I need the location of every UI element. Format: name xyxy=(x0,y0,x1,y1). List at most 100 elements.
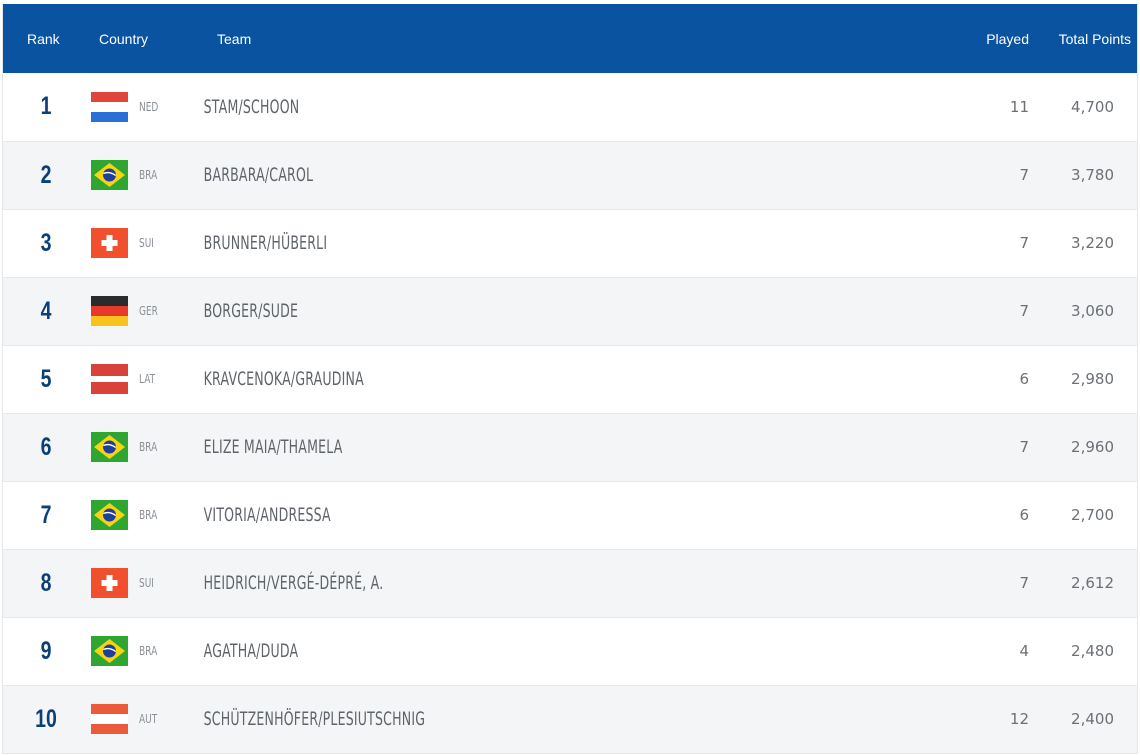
rank-cell: 2 xyxy=(3,141,91,209)
rank-value: 7 xyxy=(40,500,52,529)
table-row[interactable]: 2 BRA BARBARA/CAROL 7 3,780 xyxy=(3,141,1137,209)
team-cell[interactable]: BARBARA/CAROL xyxy=(201,141,921,209)
brazil-flag-icon xyxy=(91,500,128,530)
table-row[interactable]: 10 AUT SCHÜTZENHÖFER/PLESIUTSCHNIG 12 2,… xyxy=(3,685,1137,753)
team-name[interactable]: KRAVCENOKA/GRAUDINA xyxy=(203,368,364,390)
team-cell[interactable]: SCHÜTZENHÖFER/PLESIUTSCHNIG xyxy=(201,685,921,753)
germany-flag-icon xyxy=(91,296,128,326)
rank-cell: 8 xyxy=(3,549,91,617)
played-value: 7 xyxy=(1019,438,1029,456)
team-name[interactable]: SCHÜTZENHÖFER/PLESIUTSCHNIG xyxy=(203,708,426,730)
country-cell: BRA xyxy=(91,413,201,481)
country-cell: SUI xyxy=(91,209,201,277)
team-name[interactable]: ELIZE MAIA/THAMELA xyxy=(203,436,343,458)
column-header-team[interactable]: Team xyxy=(217,30,252,47)
team-cell[interactable]: BRUNNER/HÜBERLI xyxy=(201,209,921,277)
table-header-row: Rank Country Team Played Total Points xyxy=(3,4,1137,73)
rank-cell: 3 xyxy=(3,209,91,277)
team-name[interactable]: AGATHA/DUDA xyxy=(203,640,299,662)
played-value: 6 xyxy=(1019,506,1029,524)
table-row[interactable]: 3 SUI BRUNNER/HÜBERLI 7 3,220 xyxy=(3,209,1137,277)
rank-cell: 10 xyxy=(3,685,91,753)
column-header-played[interactable]: Played xyxy=(986,30,1029,47)
total-points-value: 3,220 xyxy=(1071,234,1114,252)
table-row[interactable]: 4 GER BORGER/SUDE 7 3,060 xyxy=(3,277,1137,345)
column-header-total-points[interactable]: Total Points xyxy=(1058,30,1131,47)
rankings-table-container: Rank Country Team Played Total Points 1 … xyxy=(2,4,1138,754)
austria-flag-icon xyxy=(91,704,128,734)
rank-value: 1 xyxy=(40,92,52,121)
netherlands-flag-icon xyxy=(91,91,128,122)
team-name[interactable]: VITORIA/ANDRESSA xyxy=(203,504,331,526)
rank-value: 2 xyxy=(40,160,52,189)
switzerland-flag-icon xyxy=(91,228,128,258)
country-code: BRA xyxy=(139,644,158,658)
rank-cell: 5 xyxy=(3,345,91,413)
country-cell: AUT xyxy=(91,685,201,753)
team-cell[interactable]: AGATHA/DUDA xyxy=(201,617,921,685)
team-cell[interactable]: ELIZE MAIA/THAMELA xyxy=(201,413,921,481)
total-points-value: 2,960 xyxy=(1071,438,1114,456)
rank-cell: 9 xyxy=(3,617,91,685)
country-code: BRA xyxy=(139,440,158,454)
team-name[interactable]: BRUNNER/HÜBERLI xyxy=(203,232,328,254)
played-value: 7 xyxy=(1019,234,1029,252)
rank-value: 4 xyxy=(40,296,52,325)
team-cell[interactable]: HEIDRICH/VERGÉ-DÉPRÉ, A. xyxy=(201,549,921,617)
country-code: GER xyxy=(139,304,158,318)
brazil-flag-icon xyxy=(91,636,128,666)
team-cell[interactable]: STAM/SCHOON xyxy=(201,73,921,141)
table-row[interactable]: 5 LAT KRAVCENOKA/GRAUDINA 6 2,980 xyxy=(3,345,1137,413)
played-value: 11 xyxy=(1009,97,1029,116)
total-points-value: 2,980 xyxy=(1071,370,1114,388)
played-value: 7 xyxy=(1019,166,1029,184)
latvia-flag-icon xyxy=(91,364,128,394)
total-points-value: 2,480 xyxy=(1071,642,1114,660)
country-cell: GER xyxy=(91,277,201,345)
team-cell[interactable]: VITORIA/ANDRESSA xyxy=(201,481,921,549)
total-points-value: 3,780 xyxy=(1071,166,1114,184)
total-points-value: 3,060 xyxy=(1071,302,1114,320)
table-row[interactable]: 7 BRA VITORIA/ANDRESSA 6 2,700 xyxy=(3,481,1137,549)
team-name[interactable]: BARBARA/CAROL xyxy=(203,164,314,186)
country-cell: SUI xyxy=(91,549,201,617)
played-value: 12 xyxy=(1009,710,1029,728)
country-code: BRA xyxy=(139,508,158,522)
rank-value: 8 xyxy=(40,568,52,597)
team-name[interactable]: BORGER/SUDE xyxy=(203,300,299,322)
played-value: 6 xyxy=(1019,370,1029,388)
country-cell: NED xyxy=(91,73,201,141)
country-code: LAT xyxy=(139,372,156,386)
country-cell: BRA xyxy=(91,617,201,685)
rank-cell: 7 xyxy=(3,481,91,549)
country-code: NED xyxy=(139,99,159,114)
rank-value: 10 xyxy=(35,704,57,733)
total-points-value: 2,612 xyxy=(1071,574,1114,592)
team-cell[interactable]: KRAVCENOKA/GRAUDINA xyxy=(201,345,921,413)
country-code: AUT xyxy=(139,712,158,726)
team-name[interactable]: STAM/SCHOON xyxy=(203,95,300,118)
total-points-value: 2,400 xyxy=(1071,710,1114,728)
table-row[interactable]: 8 SUI HEIDRICH/VERGÉ-DÉPRÉ, A. 7 2,612 xyxy=(3,549,1137,617)
rank-value: 6 xyxy=(40,432,52,461)
country-code: BRA xyxy=(139,168,158,182)
rank-value: 3 xyxy=(40,228,52,257)
rank-cell: 1 xyxy=(3,73,91,141)
table-row[interactable]: 6 BRA ELIZE MAIA/THAMELA 7 2,960 xyxy=(3,413,1137,481)
switzerland-flag-icon xyxy=(91,568,128,598)
rank-cell: 6 xyxy=(3,413,91,481)
country-cell: BRA xyxy=(91,141,201,209)
table-row[interactable]: 9 BRA AGATHA/DUDA 4 2,480 xyxy=(3,617,1137,685)
team-name[interactable]: HEIDRICH/VERGÉ-DÉPRÉ, A. xyxy=(203,572,384,594)
table-row[interactable]: 1 NED STAM/SCHOON 11 4,700 xyxy=(3,73,1137,141)
total-points-value: 2,700 xyxy=(1071,506,1114,524)
rankings-table: Rank Country Team Played Total Points 1 … xyxy=(3,4,1137,753)
country-cell: LAT xyxy=(91,345,201,413)
column-header-country[interactable]: Country xyxy=(99,30,149,47)
rank-value: 9 xyxy=(40,636,52,665)
team-cell[interactable]: BORGER/SUDE xyxy=(201,277,921,345)
played-value: 4 xyxy=(1019,642,1029,660)
column-header-rank[interactable]: Rank xyxy=(27,30,60,47)
country-code: SUI xyxy=(139,236,154,250)
rank-cell: 4 xyxy=(3,277,91,345)
